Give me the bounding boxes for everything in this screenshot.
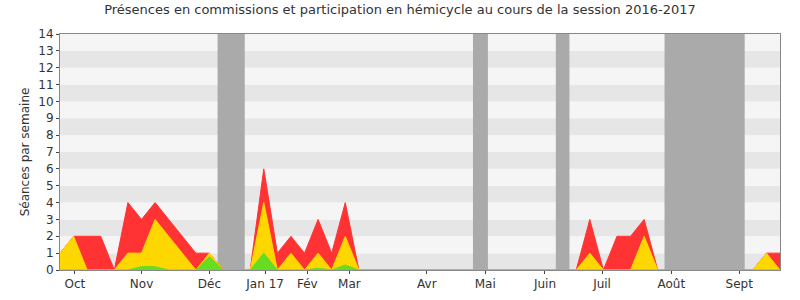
svg-text:Mai: Mai [475, 277, 496, 291]
svg-text:8: 8 [46, 128, 54, 142]
svg-text:1: 1 [46, 246, 54, 260]
svg-text:Oct: Oct [65, 277, 86, 291]
svg-text:Sept: Sept [726, 277, 754, 291]
svg-text:Avr: Avr [417, 277, 437, 291]
svg-text:Août: Août [657, 277, 685, 291]
svg-text:Juil: Juil [592, 277, 611, 291]
svg-text:9: 9 [46, 111, 54, 125]
svg-text:Déc: Déc [198, 277, 221, 291]
svg-text:0: 0 [46, 263, 54, 277]
svg-text:Présences en commissions et pa: Présences en commissions et participatio… [104, 2, 696, 17]
svg-text:Juin: Juin [533, 277, 556, 291]
svg-text:Mar: Mar [338, 277, 361, 291]
svg-text:Nov: Nov [130, 277, 153, 291]
svg-text:14: 14 [38, 27, 53, 41]
svg-text:13: 13 [38, 44, 53, 58]
svg-text:2: 2 [46, 229, 54, 243]
svg-text:7: 7 [46, 145, 54, 159]
svg-text:3: 3 [46, 213, 54, 227]
svg-text:5: 5 [46, 179, 54, 193]
svg-text:4: 4 [46, 196, 54, 210]
svg-text:6: 6 [46, 162, 54, 176]
svg-text:11: 11 [38, 78, 53, 92]
svg-text:Séances par semaine: Séances par semaine [18, 88, 32, 217]
svg-text:Jan 17: Jan 17 [245, 277, 284, 291]
svg-text:10: 10 [38, 95, 53, 109]
svg-text:Fév: Fév [297, 277, 318, 291]
svg-text:12: 12 [38, 61, 53, 75]
